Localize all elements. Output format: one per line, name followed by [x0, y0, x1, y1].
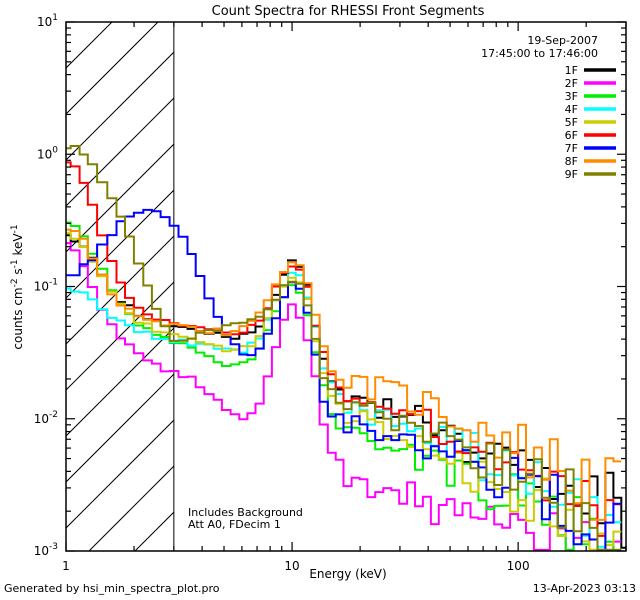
y-tick-label-3: 10-2 — [34, 410, 58, 426]
legend-label-1f[interactable]: 1F — [565, 64, 578, 77]
spectrum-line-2f — [66, 242, 622, 551]
observation-date: 19-Sep-2007 — [527, 34, 598, 47]
legend-label-9f[interactable]: 9F — [565, 168, 578, 181]
y-axis-label-base: counts cm — [11, 287, 25, 349]
y-axis-label-mid2: keV — [11, 233, 25, 260]
axes-frame — [65, 21, 627, 552]
page-title: Count Spectra for RHESSI Front Segments — [212, 4, 485, 19]
attenuator-note: Att A0, FDecim 1 — [188, 518, 281, 531]
legend-label-7f[interactable]: 7F — [565, 142, 578, 155]
footer-generator: Generated by hsi_min_spectra_plot.pro — [4, 582, 220, 595]
svg-text:counts cm-2 s-1 keV-1: counts cm-2 s-1 keV-1 — [10, 224, 25, 349]
legend-label-3f[interactable]: 3F — [565, 90, 578, 103]
y-tick-label-0: 101 — [37, 13, 58, 29]
spectra-curves — [66, 145, 626, 551]
y-tick-label-4: 10-3 — [34, 542, 58, 558]
excluded-energy-hatch-region — [66, 22, 175, 551]
legend-label-4f[interactable]: 4F — [565, 103, 578, 116]
y-axis-label: counts cm-2 s-1 keV-1 — [10, 224, 25, 349]
y-axis-label-exp3: -1 — [10, 224, 20, 233]
y-tick-label-1: 100 — [37, 145, 58, 161]
footer-timestamp: 13-Apr-2023 03:13 — [533, 582, 636, 595]
x-tick-label-100: 100 — [507, 559, 530, 573]
background-note: Includes Background — [188, 506, 303, 519]
legend-label-5f[interactable]: 5F — [565, 116, 578, 129]
y-axis-label-exp2: -1 — [10, 259, 20, 268]
spectrum-line-9f — [66, 145, 622, 551]
observation-time-range: 17:45:00 to 17:46:00 — [481, 47, 598, 60]
legend-label-2f[interactable]: 2F — [565, 77, 578, 90]
y-axis-label-mid1: s — [11, 268, 25, 278]
x-tick-label-1: 1 — [62, 559, 70, 573]
x-axis-label: Energy (keV) — [309, 567, 386, 581]
y-axis-label-exp1: -2 — [10, 278, 20, 287]
y-tick-labels: 101 100 10-1 10-2 10-3 — [34, 13, 59, 558]
y-tick-label-2: 10-1 — [34, 278, 58, 294]
x-tick-label-10: 10 — [284, 559, 299, 573]
legend-label-6f[interactable]: 6F — [565, 129, 578, 142]
legend-label-8f[interactable]: 8F — [565, 155, 578, 168]
spectrum-line-6f — [66, 161, 622, 537]
x-tick-labels: 1 10 100 — [62, 559, 529, 573]
